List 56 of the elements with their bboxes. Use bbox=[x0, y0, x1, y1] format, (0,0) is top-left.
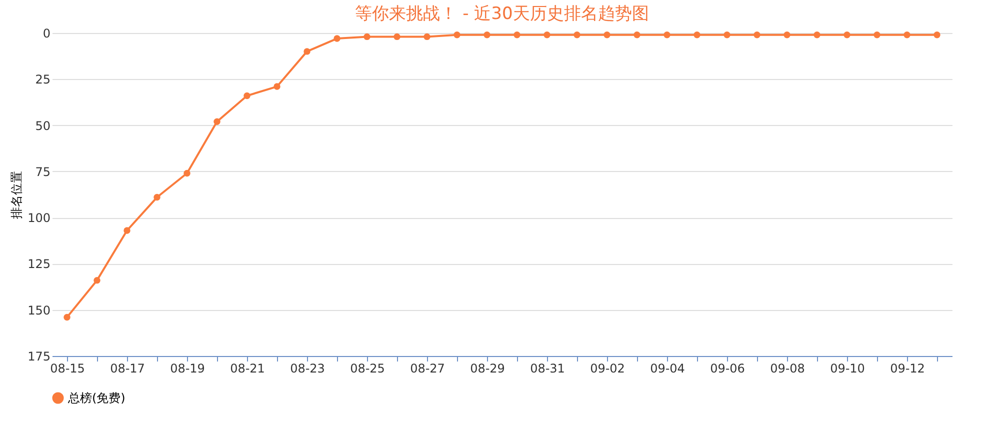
point bbox=[844, 32, 850, 38]
point bbox=[94, 276, 100, 284]
point bbox=[724, 32, 730, 38]
point bbox=[454, 32, 460, 38]
point bbox=[484, 32, 490, 38]
point bbox=[814, 32, 820, 38]
chart-title: 等你来挑战！ - 近30天历史排名趋势图 bbox=[355, 4, 649, 24]
point bbox=[334, 35, 340, 42]
point bbox=[574, 32, 580, 38]
y-tick-label: 25 bbox=[35, 72, 50, 87]
y-tick-label: 100 bbox=[28, 211, 50, 226]
x-tick-label: 09-02 bbox=[590, 362, 625, 376]
y-tick-label: 175 bbox=[28, 350, 50, 364]
point bbox=[784, 32, 790, 38]
point bbox=[64, 314, 70, 321]
point bbox=[154, 194, 160, 201]
point bbox=[394, 33, 400, 40]
x-tick-label: 08-17 bbox=[110, 362, 145, 376]
point bbox=[274, 83, 280, 90]
point bbox=[874, 32, 880, 38]
x-tick-label: 08-19 bbox=[170, 362, 205, 376]
point bbox=[634, 32, 640, 38]
x-tick-label: 09-08 bbox=[770, 362, 805, 376]
y-tick-label: 0 bbox=[42, 26, 50, 40]
x-tick-label: 09-04 bbox=[650, 362, 685, 376]
x-tick-label: 09-10 bbox=[830, 362, 865, 376]
x-tick-label: 08-15 bbox=[50, 362, 85, 376]
x-tick-label: 08-31 bbox=[530, 362, 565, 376]
legend-label: 总榜(免费) bbox=[67, 391, 126, 405]
point bbox=[754, 32, 760, 38]
point bbox=[304, 48, 310, 55]
y-tick-label: 150 bbox=[28, 303, 50, 318]
x-tick-label: 08-25 bbox=[350, 362, 385, 376]
x-tick-label: 09-06 bbox=[710, 362, 745, 376]
point bbox=[664, 32, 670, 38]
x-tick-label: 08-27 bbox=[410, 362, 445, 376]
x-tick-label: 08-21 bbox=[230, 362, 265, 376]
point bbox=[244, 92, 250, 100]
point bbox=[604, 32, 610, 38]
point bbox=[904, 32, 910, 38]
point bbox=[694, 32, 700, 38]
point bbox=[424, 33, 430, 40]
point bbox=[514, 32, 520, 38]
x-tick-label: 08-29 bbox=[470, 362, 505, 376]
point bbox=[364, 33, 370, 40]
point bbox=[184, 170, 190, 177]
y-tick-label: 75 bbox=[35, 164, 50, 179]
point bbox=[124, 227, 130, 234]
point bbox=[544, 32, 550, 38]
point bbox=[214, 118, 220, 125]
x-tick-label: 09-12 bbox=[890, 362, 925, 376]
x-tick-label: 08-23 bbox=[290, 362, 325, 376]
y-axis-title: 排名位置 bbox=[10, 171, 24, 219]
y-tick-label: 50 bbox=[35, 118, 50, 133]
point bbox=[934, 32, 940, 38]
y-tick-label: 125 bbox=[28, 257, 50, 272]
